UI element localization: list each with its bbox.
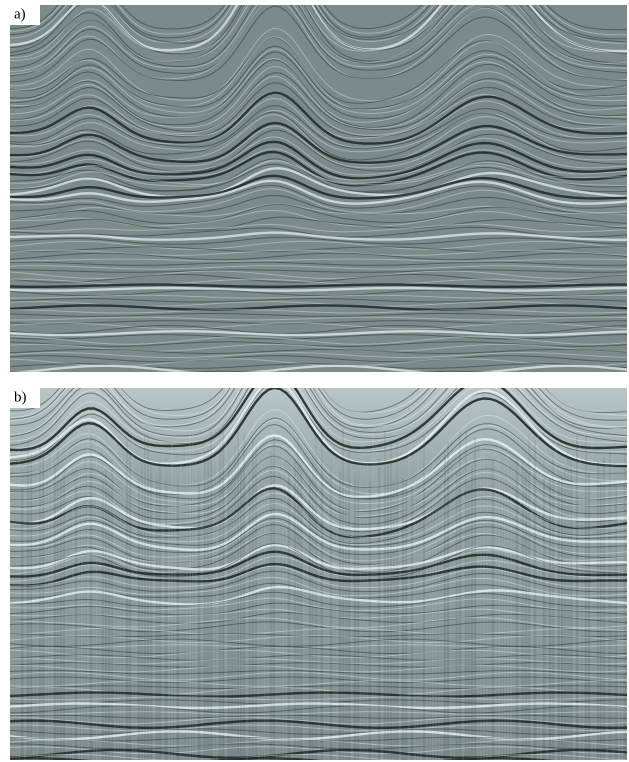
panel-label: b) xyxy=(14,389,27,405)
figure: a) b) xyxy=(0,0,629,762)
page: {"panels": [{"label": "a)"}, {"label": "… xyxy=(0,0,629,762)
panel-label: a) xyxy=(14,6,26,22)
seismic-panel-b xyxy=(10,315,628,762)
seismic-panel-a xyxy=(10,0,628,375)
